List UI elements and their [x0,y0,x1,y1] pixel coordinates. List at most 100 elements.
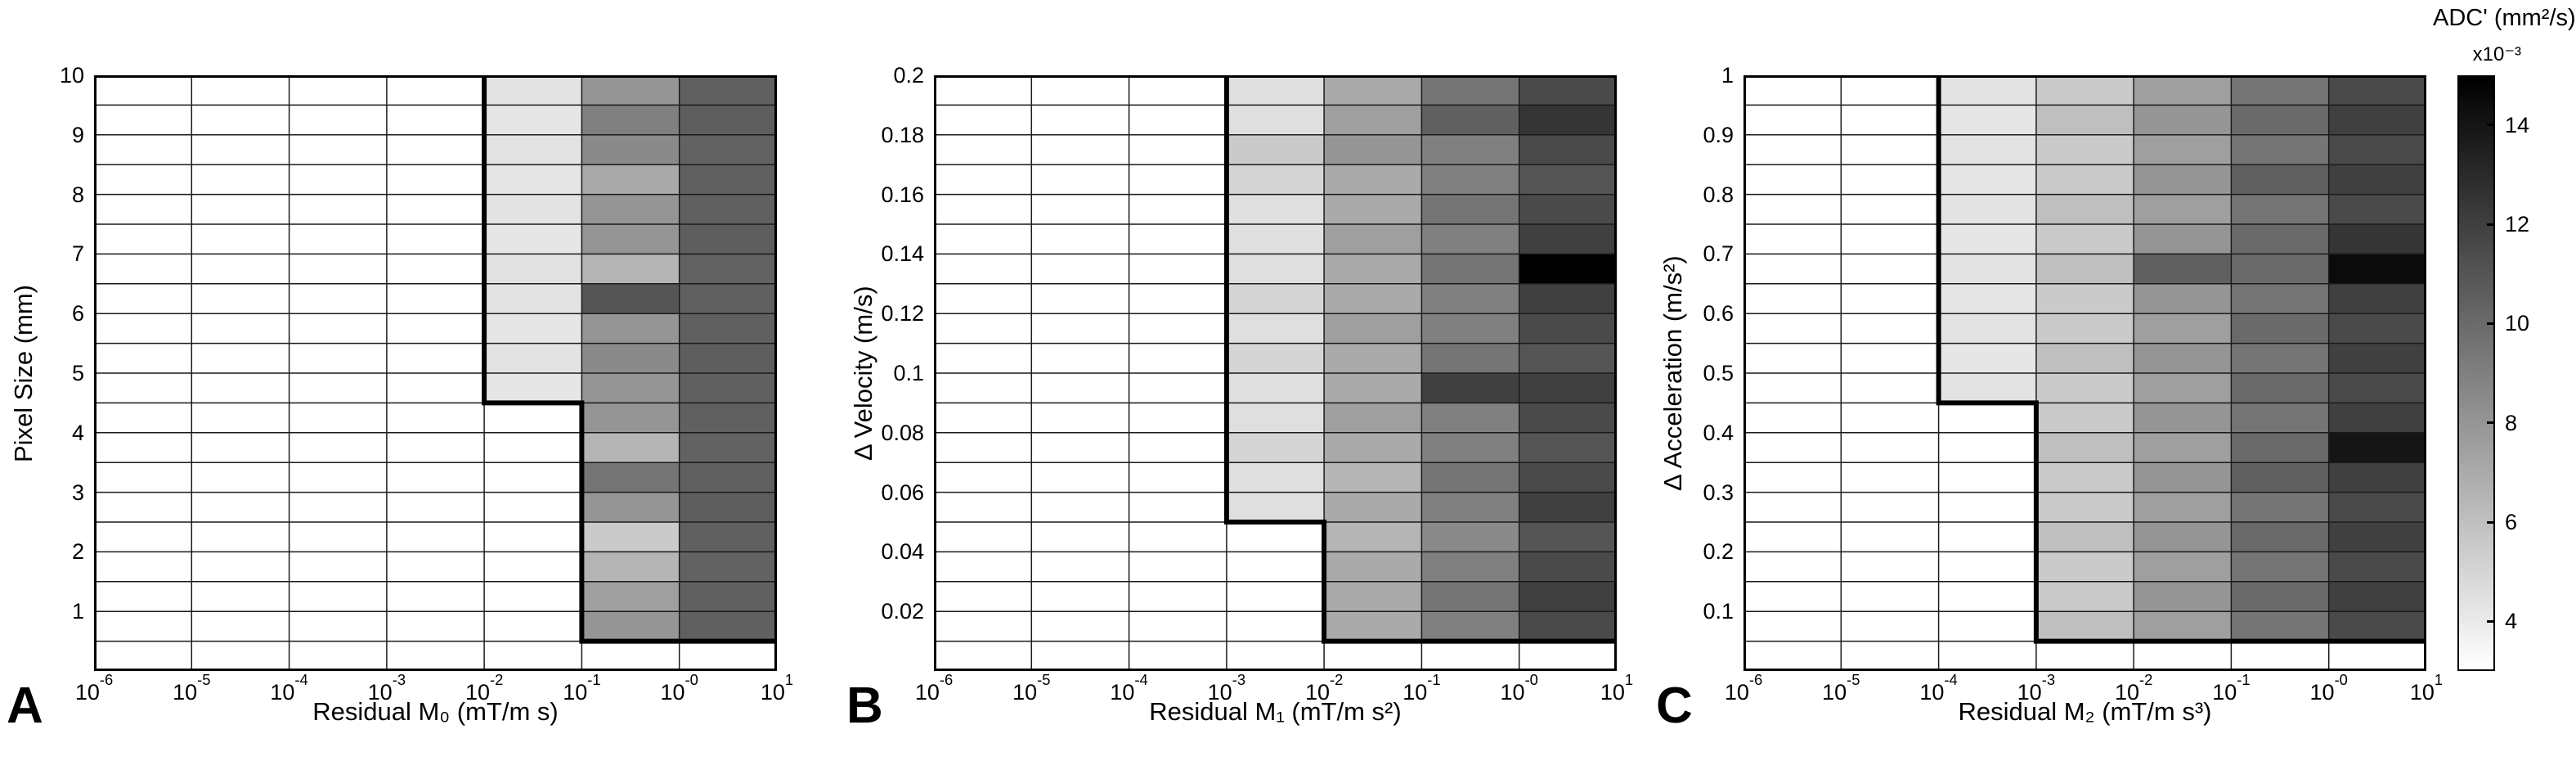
panel-letter-a: A [7,678,43,734]
heatmap-cell [1841,522,1940,552]
heatmap-cell [581,641,680,672]
x-tick-exponent: -4 [1134,670,1148,688]
heatmap-cell [191,492,290,523]
y-tick-label: 0.16 [881,182,924,207]
y-tick-label: 0.5 [1703,361,1734,385]
heatmap-cell [191,194,290,225]
heatmap-cell [1744,224,1842,254]
x-tick-label: 10-5 [1012,670,1051,705]
heatmap-cell [289,462,388,493]
heatmap-cell [1421,254,1520,285]
heatmap-cell [1841,194,1940,225]
heatmap-cell [2134,134,2232,165]
heatmap-cell [2328,134,2427,165]
heatmap-cell [1744,164,1842,196]
x-tick-label: 10-0 [1500,670,1538,705]
heatmap-cell [679,373,778,403]
x-tick-label: 10-3 [2017,670,2056,705]
heatmap-cell [1226,432,1325,463]
plot-border [94,75,777,671]
heatmap-cell [2328,641,2427,672]
heatmap-cell [386,194,485,225]
x-tick-exponent: 1 [784,670,794,688]
heatmap-cell [2134,105,2232,136]
colorbar-tick-mark [2487,223,2495,226]
heatmap-cell [1324,105,1422,136]
heatmap-cell [1421,611,1520,642]
x-tick-exponent: -1 [587,670,601,688]
x-tick-exponent: -5 [197,670,211,688]
heatmap-cell [679,522,778,552]
heatmap-cell [1519,134,1618,165]
heatmap-cell [2134,194,2232,225]
heatmap-cell [1324,432,1422,463]
heatmap-cell [1841,432,1940,463]
heatmap-cell [289,343,388,374]
heatmap-cell [2035,403,2134,434]
x-tick-label: 10-1 [1402,670,1441,705]
heatmap-cell [191,224,290,254]
heatmap-cell [1841,403,1940,434]
heatmap-cell [2035,373,2134,403]
heatmap-cell [484,283,582,314]
y-tick-label: 7 [71,241,84,267]
y-tick-label: 10 [59,63,84,88]
heatmap-cell [1519,313,1618,344]
colorbar-gradient [2457,75,2495,671]
heatmap-cell [581,492,680,523]
y-tick-label: 0.2 [1703,539,1734,565]
x-tick-label: 101 [1600,670,1634,705]
heatmap-cell [1519,194,1618,225]
heatmap-cell [679,164,778,196]
heatmap-cell [1324,403,1422,434]
x-tick-label: 10-0 [660,670,698,705]
x-axis-title-residual-m0: Residual M₀ (mT/m s) [312,697,559,726]
x-tick-exponent: 1 [1624,670,1634,688]
heatmap-cell [934,641,1032,672]
colorbar-tick-mark [2487,619,2495,623]
heatmap-cell [2134,254,2232,285]
heatmap-cell [386,254,485,285]
x-tick-exponent: -6 [99,670,114,688]
heatmap-cell [1938,283,2037,314]
heatmap-cell [2134,224,2232,254]
x-tick-label: 10-5 [173,670,211,705]
heatmap-cell [484,75,582,106]
heatmap-cell [2035,313,2134,344]
x-tick-label: 10-1 [2212,670,2251,705]
heatmap-cell [94,373,192,403]
heatmap-cell [484,403,582,434]
heatmap-cell [1938,75,2037,106]
heatmap-cell [1841,373,1940,403]
plot-border [1744,75,2426,671]
heatmap-cell [2134,432,2232,463]
heatmap-cell [1129,373,1227,403]
heatmap-cell [1938,581,2037,612]
heatmap-cell [484,432,582,463]
x-tick-label: 10-3 [367,670,406,705]
colorbar-tick-mark [2487,520,2495,524]
heatmap-cell [1324,194,1422,225]
heatmap-cell [1421,492,1520,523]
heatmap-cell [2134,343,2232,374]
x-tick-label: 10-2 [1304,670,1344,705]
heatmap-cell [2035,522,2134,552]
heatmap-cell [1744,134,1842,165]
heatmap-cell [1324,254,1422,285]
heatmap-cell [1226,283,1325,314]
heatmap-cell [2231,522,2330,552]
heatmap-cell [191,254,290,285]
heatmap-cell [1841,224,1940,254]
heatmap-cell [1031,552,1130,583]
heatmap-cell [2231,641,2330,672]
heatmap-cell [484,373,582,403]
heatmap-cell [289,283,388,314]
heatmap-cell [289,492,388,523]
heatmap-cell [191,343,290,374]
heatmap-cell [2035,492,2134,523]
heatmap-cell [2231,432,2330,463]
heatmap-cell [679,75,778,106]
region-boundary-line [1936,73,2429,644]
heatmap-cell [386,403,485,434]
heatmap-cell [1744,403,1842,434]
